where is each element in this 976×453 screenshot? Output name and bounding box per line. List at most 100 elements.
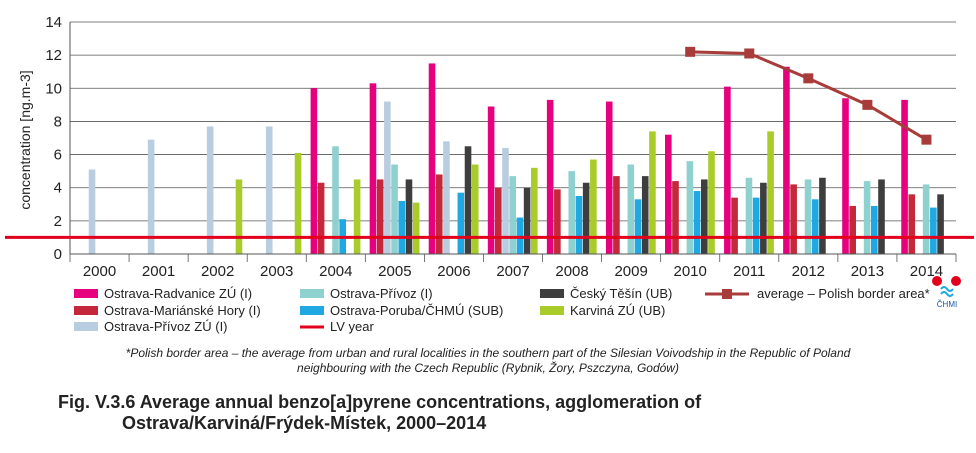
y-tick-label: 12 <box>45 47 62 64</box>
bar <box>376 179 384 254</box>
bar <box>369 83 377 254</box>
bar <box>502 147 509 254</box>
bar <box>575 196 583 254</box>
bar <box>871 205 878 254</box>
y-tick-label: 6 <box>54 147 62 164</box>
bar <box>317 182 325 254</box>
x-tick-label: 2007 <box>496 263 529 280</box>
x-tick-label: 2006 <box>437 263 470 280</box>
legend-label: Ostrava-Poruba/ČHMÚ (SUB) <box>330 303 503 318</box>
bar <box>405 179 413 254</box>
x-tick-label: 2009 <box>614 263 647 280</box>
legend-label: Český Těšín (UB) <box>570 286 672 301</box>
bar <box>391 164 398 254</box>
average-point <box>921 134 932 145</box>
x-tick-label: 2003 <box>260 263 293 280</box>
legend-swatch <box>74 289 98 298</box>
chart-lines <box>5 46 974 239</box>
x-tick-label: 2005 <box>378 263 411 280</box>
legend-swatch <box>540 306 564 315</box>
legend-swatch-marker <box>722 289 732 299</box>
footnote-line-2: neighbouring with the Czech Republic (Ry… <box>297 361 679 375</box>
bar <box>235 179 243 254</box>
legend-label: Ostrava-Přívoz ZÚ (I) <box>104 319 228 334</box>
bar <box>627 164 635 254</box>
bar <box>760 182 767 254</box>
chmi-logo-icon: ČHMI <box>930 275 966 309</box>
bar <box>428 63 436 254</box>
bar <box>554 189 561 254</box>
bar <box>464 146 472 254</box>
bar <box>731 197 738 254</box>
chart-bars <box>88 63 944 255</box>
y-axis-label: concentration [ng.m-3] <box>17 70 33 209</box>
bar <box>937 194 944 254</box>
caption-line-2: Ostrava/Karviná/Frýdek-Místek, 2000–2014 <box>122 413 487 433</box>
y-tick-label: 8 <box>54 113 62 130</box>
bar <box>206 126 214 254</box>
bar <box>745 177 753 254</box>
bar <box>686 161 694 254</box>
bar <box>605 101 613 255</box>
bar <box>783 66 790 254</box>
footnote-line-1: *Polish border area – the average from u… <box>125 346 851 360</box>
x-tick-label: 2001 <box>142 263 175 280</box>
bar <box>819 177 826 254</box>
legend-swatch <box>300 306 324 315</box>
legend-label: Ostrava-Radvanice ZÚ (I) <box>104 286 252 301</box>
bar <box>641 176 649 254</box>
bar <box>495 187 502 254</box>
bar <box>531 167 538 254</box>
average-point <box>744 48 755 59</box>
bar <box>922 184 930 254</box>
bar <box>487 106 495 254</box>
figure-caption: Fig. V.3.6 Average annual benzo[a]pyrene… <box>58 392 701 434</box>
x-tick-label: 2012 <box>792 263 825 280</box>
footnote: *Polish border area – the average from u… <box>0 346 976 376</box>
legend-label: Ostrava-Přívoz (I) <box>330 286 433 301</box>
bar <box>353 179 361 254</box>
bar <box>471 164 479 254</box>
x-tick-label: 2002 <box>201 263 234 280</box>
bar <box>613 176 620 254</box>
bar <box>147 139 155 254</box>
bar <box>443 141 450 254</box>
x-tick-label: 2008 <box>555 263 588 280</box>
bar <box>412 202 420 254</box>
chart-axes: 0 2 4 6 8 10 12 14 2000 2001 2002 2003 2004 2005 2006 2… <box>45 14 957 280</box>
bar <box>804 179 812 254</box>
y-tick-label: 10 <box>45 80 62 97</box>
bar <box>672 181 679 254</box>
bar <box>930 207 937 254</box>
bar <box>435 174 443 254</box>
bar <box>294 152 302 254</box>
bar <box>568 171 576 254</box>
bar <box>863 181 871 254</box>
svg-text:ČHMI: ČHMI <box>937 300 957 309</box>
bar <box>752 197 760 254</box>
bar <box>523 187 531 254</box>
bar <box>590 159 597 254</box>
legend-swatch <box>300 289 324 298</box>
x-tick-label: 2000 <box>83 263 116 280</box>
bar <box>310 88 318 255</box>
legend-label: Ostrava-Mariánské Hory (I) <box>104 303 261 318</box>
bar <box>332 146 339 254</box>
bar <box>582 182 590 254</box>
bar <box>908 194 916 254</box>
bar <box>767 131 774 254</box>
bar <box>634 199 642 254</box>
bar <box>665 134 672 254</box>
average-point <box>803 73 814 84</box>
bar <box>546 99 554 254</box>
chart-legend: Ostrava-Radvanice ZÚ (I) Ostrava-Mariánsk… <box>74 286 930 334</box>
bar <box>842 98 849 254</box>
y-tick-label: 0 <box>54 246 62 263</box>
y-tick-label: 2 <box>54 213 62 230</box>
bar <box>849 205 856 254</box>
bar <box>811 199 819 254</box>
bar <box>790 184 797 254</box>
bar <box>693 191 701 254</box>
bar <box>708 151 715 254</box>
bar <box>901 99 908 254</box>
